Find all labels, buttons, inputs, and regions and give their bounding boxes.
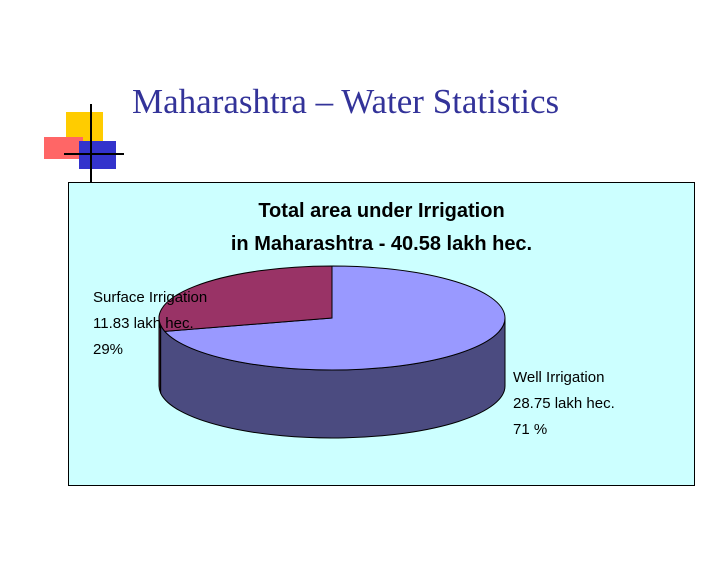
chart-title: Total area under Irrigation in Maharasht…: [69, 195, 694, 261]
well-irrigation-label: Well Irrigation 28.75 lakh hec. 71 %: [513, 365, 615, 443]
deco-vertical-line: [90, 104, 92, 186]
deco-horizontal-line: [64, 153, 124, 155]
surface-label-value: 11.83 lakh hec.: [93, 315, 194, 332]
chart-title-line-2: in Maharashtra - 40.58 lakh hec.: [230, 233, 533, 255]
well-label-name: Well Irrigation: [513, 369, 605, 386]
surface-label-percent: 29%: [93, 341, 124, 358]
slide-title: Maharashtra – Water Statistics: [132, 82, 560, 121]
deco-red-square: [44, 137, 83, 159]
pie-chart: [158, 265, 506, 439]
surface-label-name: Surface Irrigation: [93, 289, 208, 306]
deco-blue-square: [79, 141, 116, 169]
pie-slice-well: [163, 265, 506, 371]
chart-panel: Total area under Irrigation in Maharasht…: [68, 182, 695, 486]
chart-title-line-1: Total area under Irrigation: [258, 200, 505, 222]
well-label-value: 28.75 lakh hec.: [513, 395, 615, 412]
surface-irrigation-label: Surface Irrigation 11.83 lakh hec. 29%: [93, 285, 207, 363]
well-label-percent: 71 %: [513, 421, 548, 438]
pie-slice-surface: [158, 265, 333, 332]
